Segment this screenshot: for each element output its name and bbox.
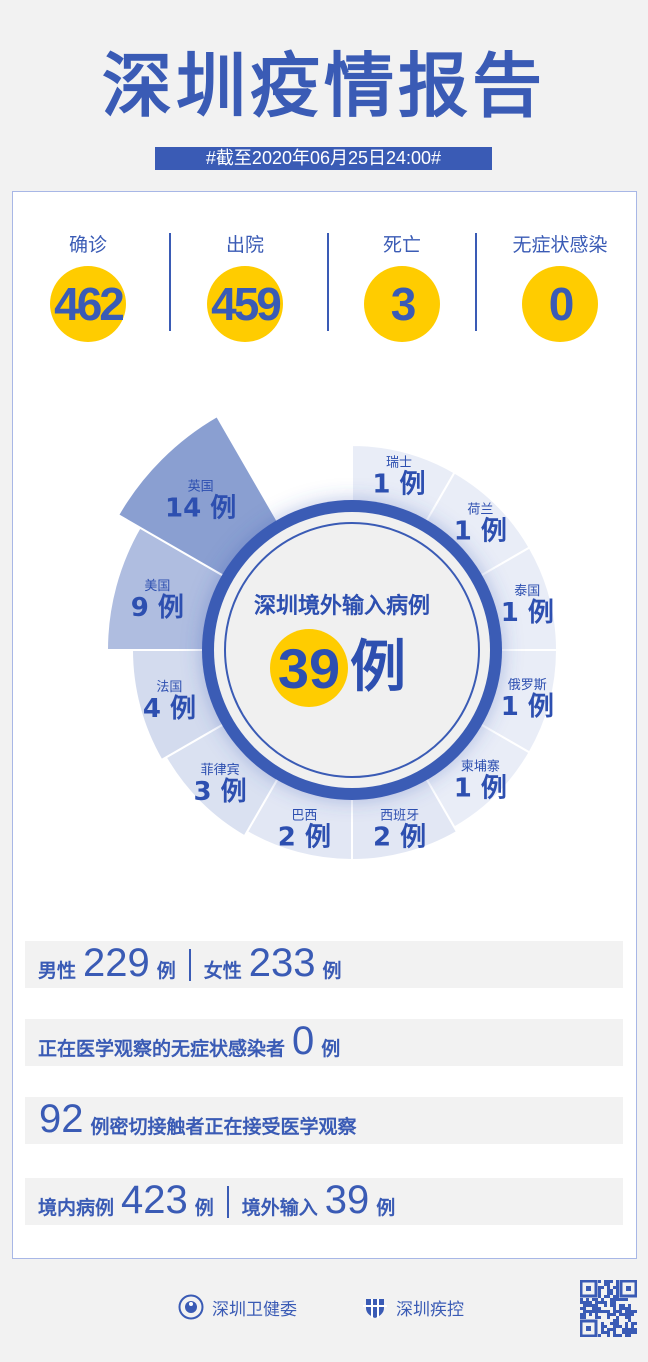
segment-label: 美国: [144, 579, 170, 594]
segment-value: 2 例: [373, 823, 426, 853]
stat-label: 出院: [225, 234, 264, 256]
stat-deaths: 死亡 3: [327, 230, 477, 342]
stat-discharged: 出院 459: [170, 230, 320, 342]
divider: [475, 233, 477, 331]
stat-label: 无症状感染: [512, 234, 608, 256]
segment-label: 菲律宾: [201, 762, 240, 778]
segment-value: 3 例: [194, 777, 247, 807]
contacts-count: 92: [39, 1097, 84, 1141]
org-name: 深圳疾控: [396, 1299, 464, 1320]
segment-label: 英国: [188, 480, 214, 495]
contacts-row: 92 例密切接触者正在接受医学观察: [25, 1097, 623, 1144]
segment-label: 泰国: [514, 584, 540, 599]
stat-asymptomatic: 无症状感染 0: [485, 230, 635, 342]
unit: 例: [321, 1038, 341, 1060]
cdc-logo-icon: [363, 1299, 387, 1318]
chart-total-unit: 例: [350, 635, 406, 700]
stat-value: 0: [522, 266, 598, 342]
unit: 例: [322, 960, 342, 982]
center-inner-ring: [224, 522, 480, 778]
center-disc: [214, 512, 490, 788]
stat-label: 确诊: [68, 234, 107, 256]
origin-row: 境内病例 423 例 境外输入 39 例: [25, 1178, 623, 1225]
org-name: 深圳卫健委: [212, 1299, 297, 1320]
unit: 例: [156, 960, 176, 982]
date-banner: #截至2020年06月25日24:00#: [155, 147, 492, 170]
segment-label: 柬埔寨: [461, 758, 500, 774]
page-title: 深圳疫情报告: [102, 45, 546, 127]
stat-value: 462: [50, 266, 126, 342]
divider: [188, 949, 191, 981]
segment-value: 14 例: [165, 494, 236, 524]
local-count: 423: [121, 1178, 188, 1222]
segment-label: 俄罗斯: [508, 678, 547, 693]
segment-label: 西班牙: [380, 809, 419, 824]
total-highlight: [270, 629, 348, 707]
stat-confirmed: 确诊 462: [13, 230, 163, 342]
stat-value: 459: [207, 266, 283, 342]
unit: 例: [194, 1197, 214, 1219]
female-label: 女性: [203, 960, 242, 982]
divider: [327, 233, 329, 331]
stat-label: 死亡: [382, 234, 421, 256]
qr-code-icon[interactable]: [580, 1280, 637, 1337]
chart-title: 深圳境外输入病例: [254, 593, 430, 619]
male-count: 229: [83, 941, 150, 985]
imported-count: 39: [324, 1178, 370, 1222]
local-label: 境内病例: [38, 1197, 115, 1219]
male-label: 男性: [38, 960, 77, 982]
female-count: 233: [248, 941, 316, 985]
segment-value: 1 例: [454, 517, 507, 547]
asymptomatic-count: 0: [292, 1019, 315, 1063]
segment-value: 2 例: [278, 823, 331, 853]
segment-label: 瑞士: [386, 456, 412, 471]
segment-label: 法国: [156, 680, 182, 695]
chart-total: 39: [278, 637, 340, 700]
segment-value: 1 例: [501, 598, 554, 628]
segment-value: 1 例: [372, 470, 425, 500]
segment-value: 9 例: [131, 593, 184, 623]
unit: 例: [376, 1197, 396, 1219]
health-commission-logo-icon: [178, 1294, 204, 1320]
imported-label: 境外输入: [241, 1197, 318, 1219]
stat-value: 3: [364, 266, 440, 342]
asymptomatic-label: 正在医学观察的无症状感染者: [38, 1038, 286, 1060]
footer-org-cdc: 深圳疾控: [362, 1294, 464, 1320]
segment-value: 4 例: [143, 694, 196, 724]
divider: [169, 233, 171, 331]
asymptomatic-row: 正在医学观察的无症状感染者 0 例: [25, 1019, 623, 1066]
segment-label: 荷兰: [467, 503, 493, 518]
footer-org-health: 深圳卫健委: [178, 1294, 297, 1320]
gender-row: 男性 229 例 女性 233 例: [25, 941, 623, 988]
segment-value: 1 例: [501, 692, 554, 722]
contacts-label: 例密切接触者正在接受医学观察: [90, 1116, 357, 1138]
segment-value: 1 例: [454, 773, 507, 803]
segment-label: 巴西: [291, 809, 317, 824]
divider: [226, 1186, 229, 1218]
